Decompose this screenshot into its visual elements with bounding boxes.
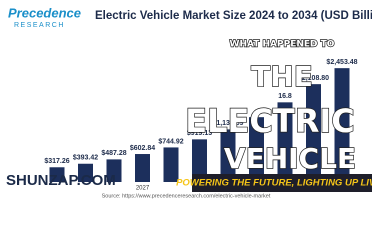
bar <box>78 163 93 182</box>
thumbnail: Precedence RESEARCH Electric Vehicle Mar… <box>6 5 372 199</box>
bar <box>135 154 150 182</box>
logo-sub: RESEARCH <box>14 22 65 29</box>
bar <box>277 102 293 182</box>
tagline: POWERING THE FUTURE, LIGHTING UP LIVES <box>176 178 372 189</box>
value-label: $393.42 <box>73 155 98 162</box>
value-label: $317.26 <box>44 158 69 165</box>
overlay-line: THE <box>251 60 313 93</box>
value-label: $1,133.59 <box>212 120 243 127</box>
bar <box>249 117 264 182</box>
overlay-line: VEHICLE <box>224 142 356 175</box>
value-label: $919.13 <box>187 130 212 137</box>
bars: $317.26 $393.42$487.28 $602.84 2027 $744.92 $… <box>44 59 357 192</box>
bar <box>49 167 65 182</box>
value-label: $2,453.48 <box>326 59 357 66</box>
bar <box>192 139 207 182</box>
bar <box>106 159 122 182</box>
overlay-kicker: WHAT HAPPENED TO <box>230 40 335 50</box>
bar <box>334 68 350 182</box>
value-label: $602.84 <box>130 145 155 152</box>
value-label: $744.92 <box>158 138 183 145</box>
tagline-band <box>192 174 372 192</box>
source: Source: https://www.precedenceresearch.c… <box>102 193 271 199</box>
site-name: SHUNZAP.COM <box>6 172 116 189</box>
value-label: 16.8 <box>278 93 292 100</box>
chart-title: Electric Vehicle Market Size 2024 to 203… <box>95 10 372 22</box>
bar <box>163 147 179 182</box>
logo-name: Precedence <box>8 5 81 20</box>
bar <box>306 84 321 182</box>
value-label: $487.28 <box>101 150 126 157</box>
overlay-line: ELECTRIC <box>185 102 354 140</box>
x-tick-label: 2027 <box>136 186 150 192</box>
bar <box>220 129 236 182</box>
value-label: $2,108.80 <box>298 75 329 82</box>
